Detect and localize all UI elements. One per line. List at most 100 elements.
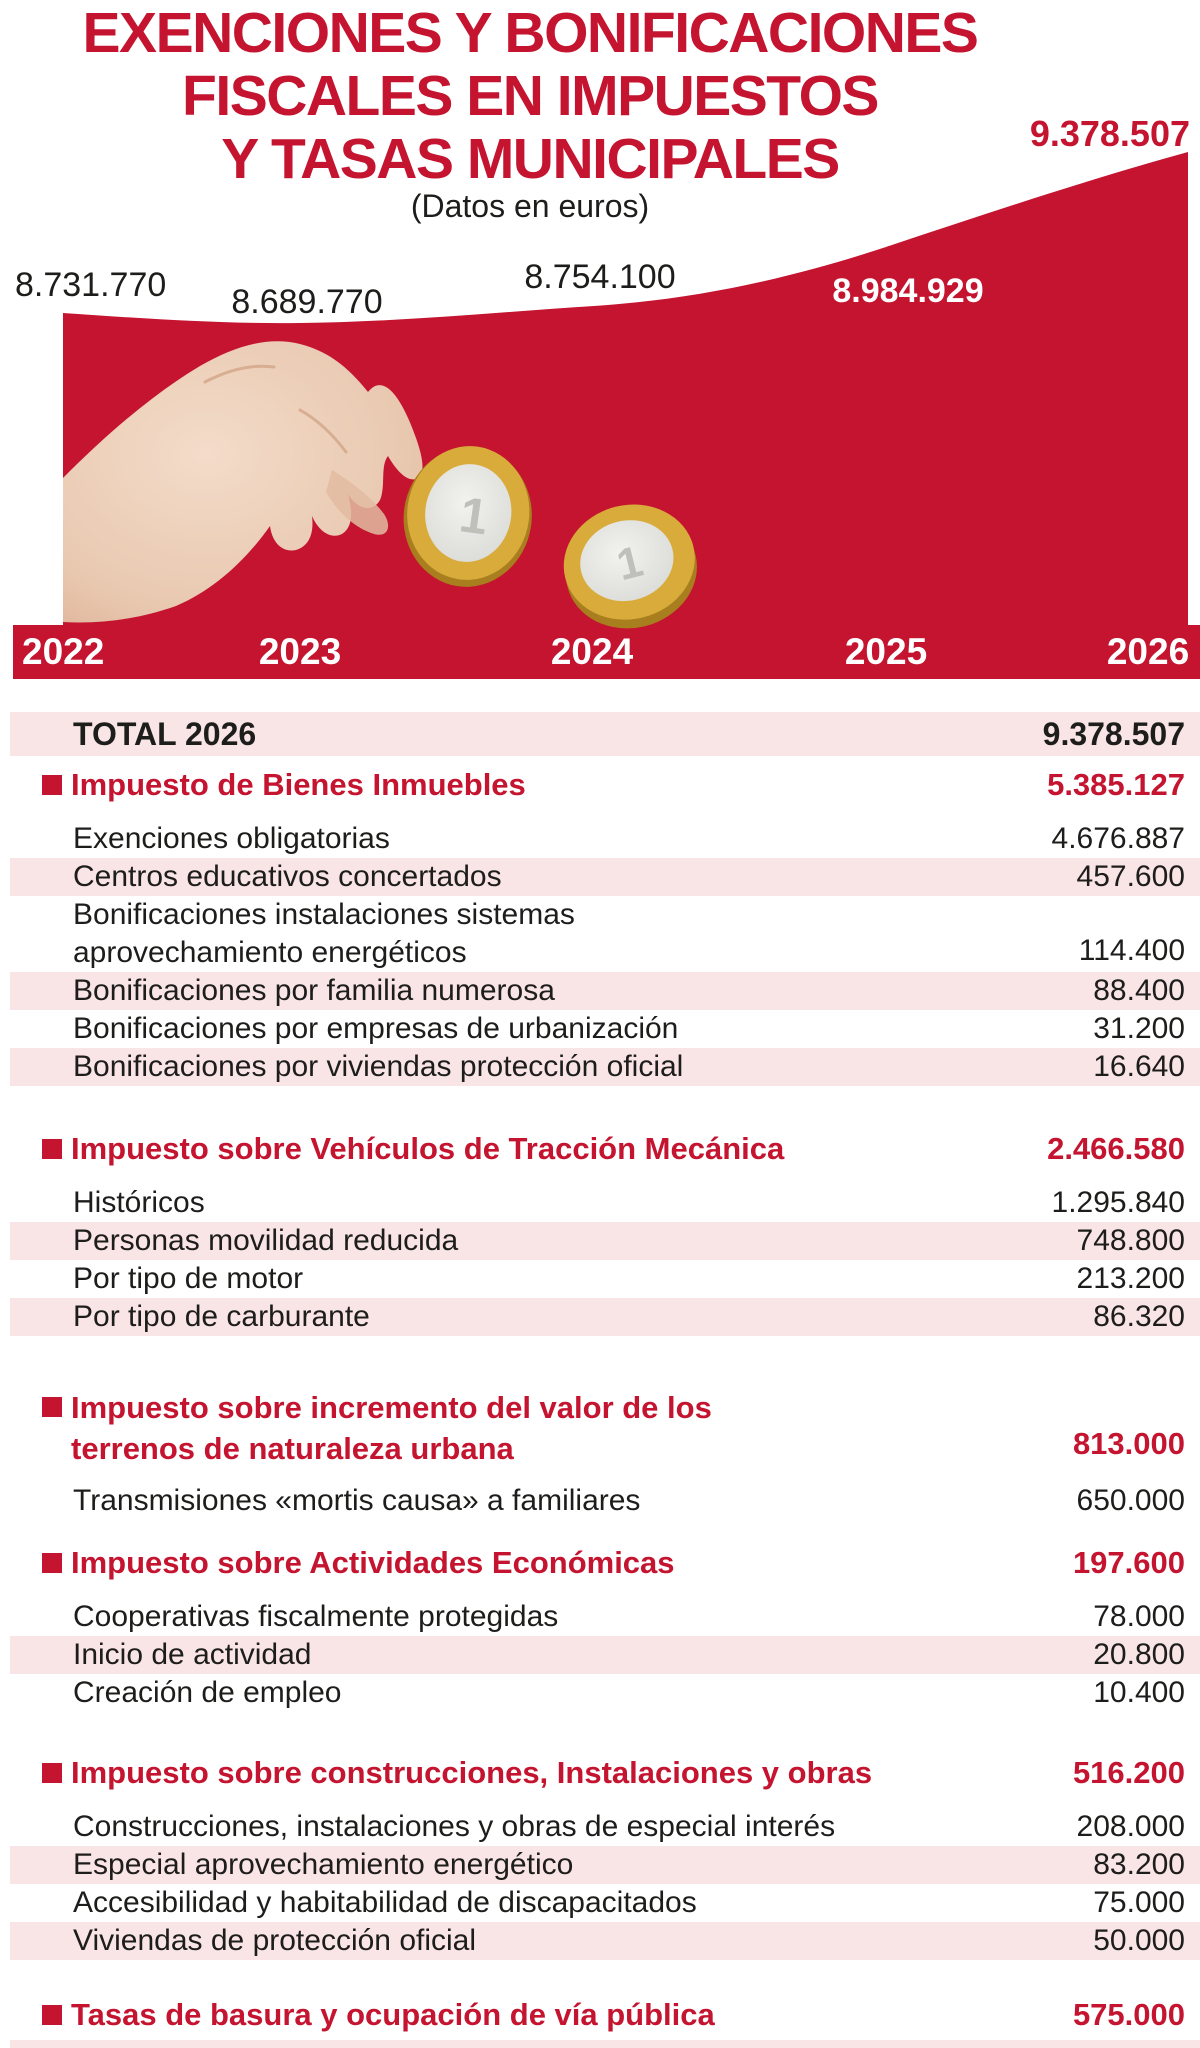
row-label: Creación de empleo xyxy=(73,1676,342,1709)
row-value: 748.800 xyxy=(1076,1224,1185,1257)
red-square-bullet-icon xyxy=(42,1553,62,1573)
table-row: Construcciones, instalaciones y obras de… xyxy=(0,1808,1200,1846)
table-row: Especial aprovechamiento energético 83.2… xyxy=(0,1846,1200,1884)
row-label-line: Bonificaciones instalaciones sistemas xyxy=(73,898,575,931)
section-heading-value: 5.385.127 xyxy=(1047,767,1185,802)
section-heading-vehiculos: Impuesto sobre Vehículos de Tracción Mec… xyxy=(0,1128,1200,1170)
section-heading-value: 2.466.580 xyxy=(1047,1131,1185,1166)
table-row: Exenciones obligatorias 4.676.887 xyxy=(0,820,1200,858)
title-line: FISCALES EN IMPUESTOS xyxy=(182,64,879,128)
section-heading-label: Impuesto sobre Vehículos de Tracción Mec… xyxy=(71,1131,785,1166)
page-subtitle: (Datos en euros) xyxy=(410,188,650,224)
row-value: 114.400 xyxy=(1078,934,1185,967)
section-heading-label: Tasas de basura y ocupación de vía públi… xyxy=(71,1997,715,2032)
section-heading-construcciones: Impuesto sobre construcciones, Instalaci… xyxy=(0,1752,1200,1794)
section-heading-label: Impuesto sobre construcciones, Instalaci… xyxy=(71,1755,873,1790)
table-row: Viviendas de protección oficial 50.000 xyxy=(0,1922,1200,1960)
row-value: 4.676.887 xyxy=(1051,822,1185,855)
table-row: Transmisiones «mortis causa» a familiare… xyxy=(0,1482,1200,1520)
hand-dropping-coins-illustration xyxy=(63,341,423,623)
table-row: Creación de empleo 10.400 xyxy=(0,1674,1200,1712)
row-label: Cooperativas fiscalmente protegidas xyxy=(73,1600,559,1633)
table-row: Cooperativas fiscalmente protegidas 78.0… xyxy=(0,1598,1200,1636)
euro-coin-icon: 1 xyxy=(403,446,532,587)
row-label: Por tipo de motor xyxy=(73,1262,304,1295)
row-label: Construcciones, instalaciones y obras de… xyxy=(73,1810,836,1843)
row-value: 208.000 xyxy=(1076,1810,1185,1843)
table-row: Bonificaciones por familia numerosa 88.4… xyxy=(0,972,1200,1010)
year-label: 2022 xyxy=(22,631,104,672)
section-heading-bienes-inmuebles: Impuesto de Bienes Inmuebles 5.385.127 xyxy=(0,764,1200,806)
table-row: Por tipo de motor 213.200 xyxy=(0,1260,1200,1298)
euro-coin-icon: 1 xyxy=(563,504,697,629)
section-heading-line: terrenos de naturaleza urbana xyxy=(71,1431,514,1466)
partial-row-cutoff xyxy=(0,2040,1200,2048)
red-square-bullet-icon xyxy=(42,1763,62,1783)
section-heading-label: Impuesto de Bienes Inmuebles xyxy=(71,767,526,802)
title-line: EXENCIONES Y BONIFICACIONES xyxy=(82,1,979,65)
table-row: Bonificaciones instalaciones sistemas ap… xyxy=(0,896,1200,972)
row-label: Por tipo de carburante xyxy=(73,1300,370,1333)
section-heading-label: Impuesto sobre Actividades Económicas xyxy=(71,1545,675,1580)
row-label: Centros educativos concertados xyxy=(73,860,502,893)
value-label: 8.689.770 xyxy=(231,283,382,321)
row-value: 88.400 xyxy=(1093,974,1185,1007)
row-label: Viviendas de protección oficial xyxy=(73,1924,477,1957)
section-heading-line: Impuesto sobre incremento del valor de l… xyxy=(71,1390,712,1425)
section-heading-tasas: Tasas de basura y ocupación de vía públi… xyxy=(0,1994,1200,2036)
total-value: 9.378.507 xyxy=(1042,715,1185,752)
title-line: Y TASAS MUNICIPALES xyxy=(221,127,840,191)
total-label: TOTAL 2026 xyxy=(73,715,257,752)
row-label: Personas movilidad reducida xyxy=(73,1224,459,1257)
table-row: Inicio de actividad 20.800 xyxy=(0,1636,1200,1674)
row-value: 10.400 xyxy=(1093,1676,1185,1709)
value-label: 8.754.100 xyxy=(524,258,675,296)
row-label: Bonificaciones por viviendas protección … xyxy=(73,1050,684,1083)
row-label: Bonificaciones por empresas de urbanizac… xyxy=(73,1012,679,1045)
row-value: 20.800 xyxy=(1093,1638,1185,1671)
table-row: Por tipo de carburante 86.320 xyxy=(0,1298,1200,1336)
red-square-bullet-icon xyxy=(42,1397,62,1417)
value-label: 9.378.507 xyxy=(1030,113,1190,154)
value-label: 8.731.770 xyxy=(15,266,166,304)
section-heading-value: 575.000 xyxy=(1072,1997,1185,2032)
page-title: EXENCIONES Y BONIFICACIONES FISCALES EN … xyxy=(0,2,1060,191)
table-row: Accesibilidad y habitabilidad de discapa… xyxy=(0,1884,1200,1922)
table-row: Históricos 1.295.840 xyxy=(0,1184,1200,1222)
year-label: 2026 xyxy=(1107,631,1189,672)
row-label: Exenciones obligatorias xyxy=(73,822,390,855)
row-label: Históricos xyxy=(73,1186,205,1219)
row-value: 31.200 xyxy=(1093,1012,1185,1045)
row-value: 83.200 xyxy=(1093,1848,1185,1881)
row-value: 86.320 xyxy=(1093,1300,1185,1333)
section-heading-value: 197.600 xyxy=(1072,1545,1185,1580)
table-row-total: TOTAL 2026 9.378.507 xyxy=(0,712,1200,756)
row-value: 213.200 xyxy=(1076,1262,1185,1295)
row-value: 78.000 xyxy=(1093,1600,1185,1633)
row-value: 1.295.840 xyxy=(1051,1186,1185,1219)
section-heading-actividades-economicas: Impuesto sobre Actividades Económicas 19… xyxy=(0,1542,1200,1584)
red-square-bullet-icon xyxy=(42,775,62,795)
table-row: Bonificaciones por viviendas protección … xyxy=(0,1048,1200,1086)
row-label: Especial aprovechamiento energético xyxy=(73,1848,574,1881)
row-value: 50.000 xyxy=(1093,1924,1185,1957)
section-heading-label: Impuesto sobre incremento del valor de l… xyxy=(71,1386,712,1469)
row-label: Bonificaciones por familia numerosa xyxy=(73,974,555,1007)
value-label: 8.984.929 xyxy=(832,272,983,310)
x-axis-band xyxy=(13,625,1200,679)
row-label: Transmisiones «mortis causa» a familiare… xyxy=(73,1484,641,1517)
red-square-bullet-icon xyxy=(42,1139,62,1159)
row-label: Accesibilidad y habitabilidad de discapa… xyxy=(73,1886,697,1919)
table-row: Personas movilidad reducida 748.800 xyxy=(0,1222,1200,1260)
table-row: Bonificaciones por empresas de urbanizac… xyxy=(0,1010,1200,1048)
row-value: 457.600 xyxy=(1076,860,1185,893)
row-value: 75.000 xyxy=(1093,1886,1185,1919)
area-chart: 1 1 8.731.770 8.689.770 8.754.100 8.984.… xyxy=(13,113,1200,679)
row-label: Inicio de actividad xyxy=(73,1638,312,1671)
section-heading-value: 516.200 xyxy=(1072,1755,1185,1790)
row-label: Bonificaciones instalaciones sistemas ap… xyxy=(0,896,575,972)
red-square-bullet-icon xyxy=(42,2005,62,2025)
row-value: 16.640 xyxy=(1093,1050,1185,1083)
year-label: 2025 xyxy=(845,631,927,672)
